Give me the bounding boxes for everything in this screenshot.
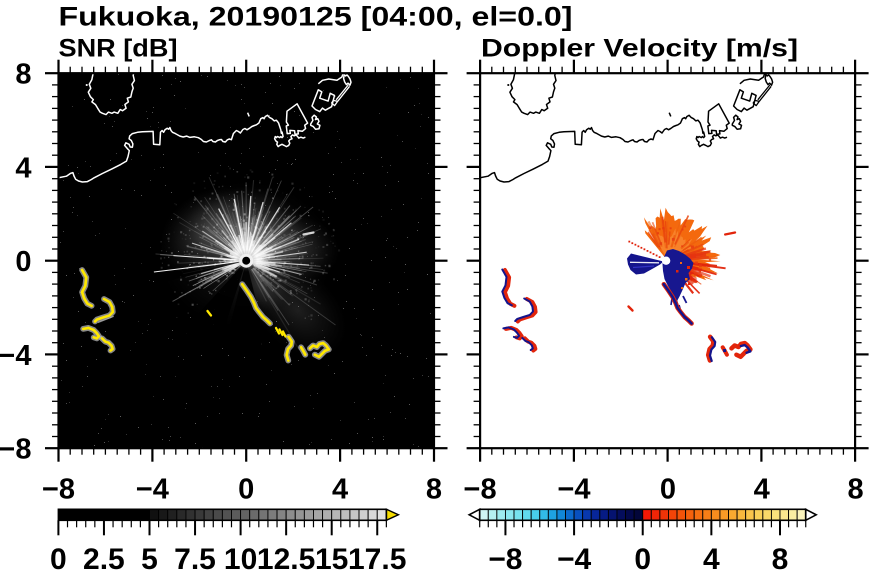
svg-text:SNR [dB]: SNR [dB] (59, 35, 178, 63)
svg-text:−8: −8 (488, 543, 522, 570)
svg-text:0: 0 (238, 474, 254, 506)
svg-text:4: 4 (15, 152, 31, 184)
svg-text:0: 0 (634, 543, 651, 570)
svg-text:−8: −8 (42, 474, 75, 506)
svg-text:10: 10 (224, 543, 257, 570)
svg-text:−8: −8 (0, 434, 32, 466)
svg-text:−8: −8 (464, 474, 497, 506)
svg-text:Fukuoka, 20190125 [04:00, el=0: Fukuoka, 20190125 [04:00, el=0.0] (59, 2, 573, 32)
svg-text:8: 8 (772, 543, 789, 570)
svg-text:−4: −4 (0, 340, 32, 372)
svg-text:8: 8 (15, 59, 31, 91)
svg-text:2.5: 2.5 (83, 543, 125, 570)
svg-text:7.5: 7.5 (174, 543, 216, 570)
svg-text:0: 0 (50, 543, 67, 570)
svg-text:8: 8 (848, 474, 864, 506)
svg-text:4: 4 (754, 474, 770, 506)
svg-text:−4: −4 (557, 543, 592, 570)
svg-text:0: 0 (660, 474, 676, 506)
svg-text:0: 0 (15, 246, 31, 278)
svg-text:−4: −4 (136, 474, 169, 506)
svg-text:Doppler Velocity [m/s]: Doppler Velocity [m/s] (481, 35, 798, 63)
svg-text:12.5: 12.5 (257, 543, 315, 570)
svg-text:8: 8 (426, 474, 442, 506)
svg-text:17.5: 17.5 (348, 543, 406, 570)
svg-text:4: 4 (703, 543, 720, 570)
svg-text:15: 15 (315, 543, 348, 570)
svg-text:−4: −4 (557, 474, 590, 506)
svg-text:4: 4 (332, 474, 348, 506)
svg-text:5: 5 (141, 543, 158, 570)
